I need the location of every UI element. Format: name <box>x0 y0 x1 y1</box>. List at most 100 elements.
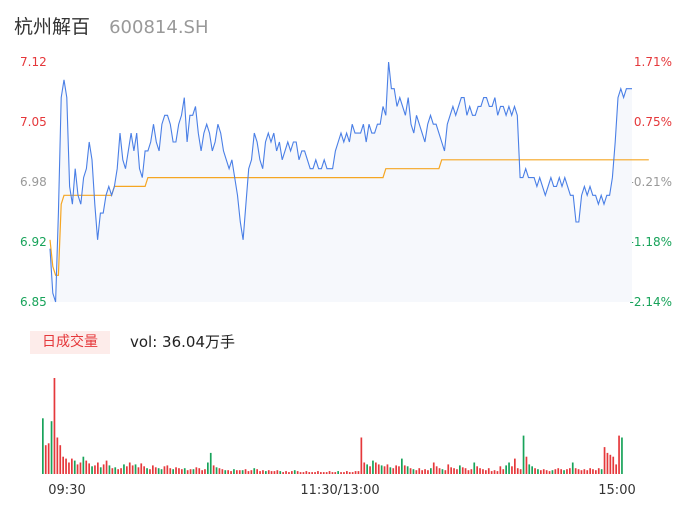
volume-bar <box>241 470 244 474</box>
volume-bar <box>459 465 461 474</box>
volume-bar <box>348 472 351 474</box>
volume-bar <box>317 471 319 474</box>
average-price-line <box>49 159 649 276</box>
volume-bar <box>256 469 258 474</box>
volume-bar <box>612 456 615 474</box>
volume-bar <box>453 468 455 474</box>
volume-bar <box>502 469 505 474</box>
volume-bar <box>152 465 154 474</box>
volume-bar <box>389 467 392 474</box>
volume-bar <box>609 454 612 474</box>
volume-bar <box>566 469 568 474</box>
percent-tick-label: -0.21% <box>630 175 672 189</box>
price-line <box>49 61 632 303</box>
volume-bar <box>563 470 565 474</box>
volume-bar <box>285 471 287 474</box>
volume-bar <box>50 421 53 474</box>
volume-bar <box>195 467 198 474</box>
volume-bar <box>120 468 122 474</box>
volume-bar <box>395 465 397 474</box>
volume-bar <box>218 468 221 474</box>
percent-tick-label: -2.14% <box>630 295 672 309</box>
volume-bar <box>204 469 206 474</box>
volume-bar <box>606 452 609 474</box>
volume-bar <box>233 469 235 474</box>
volume-bar <box>149 469 151 474</box>
volume-bar <box>65 458 67 474</box>
stock-name: 杭州解百 <box>14 16 91 38</box>
volume-bar <box>181 469 183 474</box>
volume-bar <box>108 465 111 474</box>
volume-bar <box>238 470 241 474</box>
volume-bar <box>363 462 366 474</box>
volume-bar <box>175 467 177 474</box>
volume-bar <box>62 456 64 474</box>
price-tick-label: 7.12 <box>20 55 47 69</box>
volume-bar <box>143 466 145 474</box>
volume-bar <box>296 471 299 474</box>
volume-bar <box>163 466 166 474</box>
volume-bar <box>94 465 96 474</box>
volume-bar <box>476 466 478 474</box>
volume-bar <box>357 471 360 474</box>
volume-bar <box>516 468 519 474</box>
volume-bar <box>76 464 79 474</box>
volume-bar <box>403 465 406 474</box>
volume-bar <box>262 470 264 474</box>
volume-bar <box>192 469 195 474</box>
volume-bar <box>447 464 450 474</box>
volume-bar <box>343 472 345 474</box>
percent-tick-label: 1.71% <box>634 55 672 69</box>
volume-bar <box>493 470 496 474</box>
volume-bar <box>386 464 389 474</box>
volume-bar <box>470 469 473 474</box>
volume-bar <box>131 465 134 474</box>
volume-bar <box>551 470 554 474</box>
volume-bar <box>282 472 284 474</box>
volume-bar <box>236 470 238 474</box>
volume-bar <box>340 472 342 474</box>
volume-bar <box>140 463 143 474</box>
volume-bar <box>392 468 395 474</box>
volume-bar <box>114 467 117 474</box>
volume-bar <box>479 468 481 474</box>
stock-code: 600814.SH <box>109 17 209 38</box>
volume-bar <box>557 468 560 474</box>
volume-bar <box>545 470 548 474</box>
volume-bar <box>580 470 583 474</box>
volume-bar <box>59 445 62 474</box>
volume-bar <box>522 435 525 474</box>
volume-bar <box>183 468 186 474</box>
volume-bar <box>441 469 444 474</box>
volume-bar <box>160 469 163 474</box>
volume-bar <box>82 456 85 474</box>
volume-bar <box>383 466 386 474</box>
volume-bar <box>398 466 400 474</box>
volume-bar <box>56 437 59 474</box>
volume-bar <box>328 471 331 474</box>
volume-bar <box>438 468 441 474</box>
volume-bar <box>496 471 499 474</box>
volume-bar <box>369 466 371 474</box>
volume-bar <box>574 468 577 474</box>
volume-bar <box>592 469 594 474</box>
volume-bar <box>302 472 305 474</box>
volume-bar <box>259 471 261 474</box>
volume-bar <box>154 467 157 474</box>
volume-bar <box>525 456 528 474</box>
volume-bar <box>85 460 88 474</box>
volume-bar <box>253 468 256 474</box>
volume-bar <box>569 468 571 474</box>
volume-bar <box>537 469 539 474</box>
volume-bar <box>288 472 290 474</box>
volume-bar <box>221 469 224 474</box>
volume-bar <box>53 378 56 474</box>
time-tick-label: 11:30/13:00 <box>300 483 379 498</box>
time-tick-label: 15:00 <box>598 483 635 498</box>
volume-bar <box>91 466 93 474</box>
volume-bar <box>540 470 542 474</box>
volume-bar <box>615 464 617 474</box>
volume-bar <box>586 470 589 474</box>
volume-bar <box>366 464 368 474</box>
volume-bar <box>102 464 105 474</box>
